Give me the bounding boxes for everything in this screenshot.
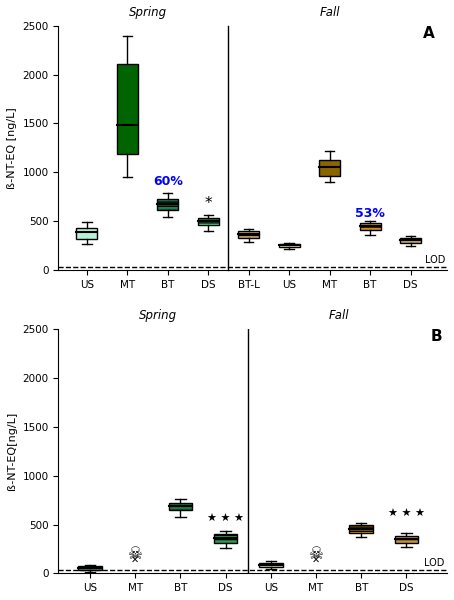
Text: ★ ★ ★: ★ ★ ★ xyxy=(207,514,244,524)
Bar xyxy=(360,223,380,230)
Text: LOD: LOD xyxy=(424,255,445,265)
Text: B: B xyxy=(431,329,443,344)
Text: ☠: ☠ xyxy=(128,545,143,563)
Text: Spring: Spring xyxy=(139,310,177,322)
Bar xyxy=(214,535,237,543)
Text: Spring: Spring xyxy=(128,6,167,19)
Text: 53%: 53% xyxy=(355,206,385,220)
Text: Fall: Fall xyxy=(320,6,340,19)
Text: LOD: LOD xyxy=(424,559,445,568)
Bar xyxy=(79,566,102,570)
Bar xyxy=(76,228,97,239)
Bar xyxy=(319,160,340,176)
Text: ★ ★ ★: ★ ★ ★ xyxy=(388,509,425,519)
Text: Fall: Fall xyxy=(328,310,349,322)
Bar xyxy=(238,232,259,238)
Bar xyxy=(259,563,282,566)
Text: A: A xyxy=(423,26,435,41)
Text: ☠: ☠ xyxy=(309,545,323,563)
Text: *: * xyxy=(204,196,212,211)
Text: ✕: ✕ xyxy=(131,555,139,565)
Bar xyxy=(169,503,192,511)
Text: ✕: ✕ xyxy=(312,555,320,565)
Bar xyxy=(279,244,300,247)
Bar xyxy=(400,238,421,242)
Bar xyxy=(117,64,138,154)
Y-axis label: ß-NT-EQ[ng/L]: ß-NT-EQ[ng/L] xyxy=(7,412,17,490)
Y-axis label: ß-NT-EQ [ng/L]: ß-NT-EQ [ng/L] xyxy=(7,107,17,189)
Text: 60%: 60% xyxy=(153,175,183,188)
Bar xyxy=(197,218,219,225)
Bar xyxy=(395,536,418,543)
Bar xyxy=(350,526,373,533)
Bar xyxy=(157,199,178,210)
